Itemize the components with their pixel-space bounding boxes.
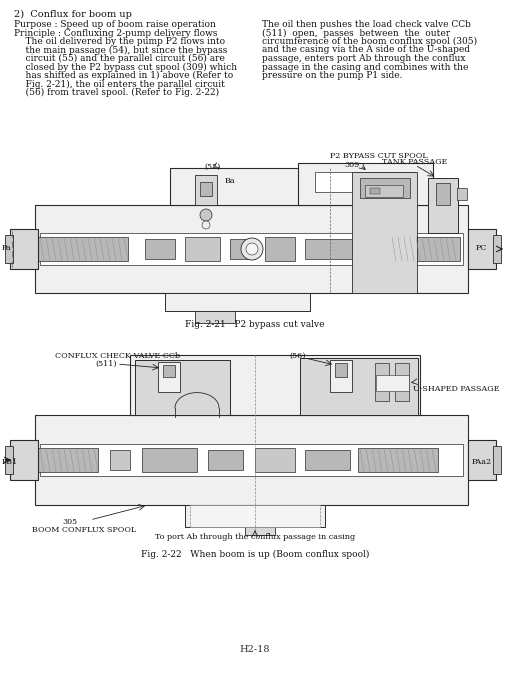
Bar	[38, 448, 98, 472]
Text: Principle : Confluxing 2-pump delivery flows: Principle : Confluxing 2-pump delivery f…	[14, 29, 217, 37]
Bar	[5, 446, 13, 474]
Circle shape	[200, 209, 212, 221]
Bar	[304, 239, 384, 259]
Text: and the casing via the A side of the U-shaped: and the casing via the A side of the U-s…	[262, 46, 469, 54]
Text: PB1: PB1	[2, 458, 18, 466]
Text: passage in the casing and combines with the: passage in the casing and combines with …	[262, 63, 467, 71]
Bar	[35, 205, 467, 293]
Bar	[185, 505, 324, 527]
Bar	[357, 448, 437, 472]
Bar	[315, 172, 414, 192]
Bar	[265, 237, 294, 261]
Bar	[329, 360, 351, 392]
Bar	[190, 505, 319, 527]
Bar	[145, 239, 175, 259]
Text: passage, enters port Ab through the conflux: passage, enters port Ab through the conf…	[262, 54, 465, 63]
Bar	[492, 446, 500, 474]
Text: Fig. 2-21), the oil enters the parallel circuit: Fig. 2-21), the oil enters the parallel …	[14, 80, 224, 88]
Text: To port Ab through the conflux passage in casing: To port Ab through the conflux passage i…	[155, 533, 354, 541]
Bar	[40, 444, 462, 476]
Bar	[35, 415, 467, 505]
Bar	[163, 365, 175, 377]
Bar	[374, 363, 388, 401]
Bar	[230, 239, 254, 259]
Bar	[254, 448, 294, 472]
Text: PC: PC	[475, 244, 487, 252]
Bar	[456, 188, 466, 200]
Bar	[165, 293, 309, 311]
Text: the main passage (54), but since the bypass: the main passage (54), but since the byp…	[14, 46, 227, 54]
Bar	[10, 440, 38, 480]
Bar	[351, 172, 416, 293]
Text: BOOM CONFLUX SPOOL: BOOM CONFLUX SPOOL	[32, 526, 136, 534]
Text: has shifted as explained in 1) above (Refer to: has shifted as explained in 1) above (Re…	[14, 71, 233, 80]
Text: H2-18: H2-18	[239, 645, 270, 654]
Text: Purpose : Speed up of boom raise operation: Purpose : Speed up of boom raise operati…	[14, 20, 215, 29]
Text: The oil delivered by the pump P2 flows into: The oil delivered by the pump P2 flows i…	[14, 37, 224, 46]
Bar	[130, 355, 419, 415]
Bar	[244, 527, 274, 535]
Bar	[389, 237, 459, 261]
Bar	[364, 185, 402, 197]
Text: PAa2: PAa2	[471, 458, 491, 466]
Circle shape	[202, 221, 210, 229]
Bar	[185, 237, 219, 261]
Bar	[158, 362, 180, 392]
Bar	[297, 163, 432, 205]
Bar	[38, 237, 128, 261]
Text: TANK PASSAGE: TANK PASSAGE	[381, 158, 446, 166]
Bar	[467, 440, 495, 480]
Text: P2 BYPASS CUT SPOOL: P2 BYPASS CUT SPOOL	[329, 152, 427, 160]
Text: Fig. 2-21   P2 bypass cut valve: Fig. 2-21 P2 bypass cut valve	[185, 320, 324, 329]
Bar	[304, 450, 349, 470]
Bar	[194, 311, 235, 323]
Bar	[40, 233, 462, 265]
Bar	[5, 235, 13, 263]
Text: Ba: Ba	[224, 177, 235, 185]
Bar	[135, 360, 230, 415]
Text: 2)  Conflux for boom up: 2) Conflux for boom up	[14, 10, 132, 19]
Bar	[299, 358, 417, 415]
Text: CONFLUX CHECK VALVE CCb: CONFLUX CHECK VALVE CCb	[55, 352, 180, 360]
Bar	[394, 363, 408, 401]
Text: The oil then pushes the load check valve CCb: The oil then pushes the load check valve…	[262, 20, 470, 29]
Text: Fig. 2-22   When boom is up (Boom conflux spool): Fig. 2-22 When boom is up (Boom conflux …	[140, 550, 369, 559]
Text: 309: 309	[344, 161, 359, 169]
Bar	[110, 450, 130, 470]
Text: circumference of the boom conflux spool (305): circumference of the boom conflux spool …	[262, 37, 476, 46]
Text: (56) from travel spool. (Refer to Fig. 2-22): (56) from travel spool. (Refer to Fig. 2…	[14, 88, 219, 97]
Text: 305: 305	[62, 518, 77, 526]
Bar	[369, 188, 379, 194]
Bar	[208, 450, 242, 470]
Bar	[169, 168, 299, 205]
Bar	[334, 363, 346, 377]
Text: U-SHAPED PASSAGE: U-SHAPED PASSAGE	[412, 385, 498, 393]
Text: (511): (511)	[95, 360, 117, 368]
Bar	[194, 175, 216, 205]
Text: Pa: Pa	[2, 244, 12, 252]
Text: (511)  open,  passes  between  the  outer: (511) open, passes between the outer	[262, 29, 449, 37]
Text: (56): (56)	[289, 352, 305, 360]
Bar	[200, 182, 212, 196]
Bar	[142, 448, 196, 472]
Bar	[359, 178, 409, 198]
Bar	[10, 229, 38, 269]
Circle shape	[241, 238, 263, 260]
Text: (55): (55)	[205, 163, 221, 171]
Bar	[427, 178, 457, 233]
Bar	[435, 183, 449, 205]
Bar	[375, 375, 408, 391]
Circle shape	[245, 243, 258, 255]
Bar	[492, 235, 500, 263]
Text: pressure on the pump P1 side.: pressure on the pump P1 side.	[262, 71, 402, 80]
Text: closed by the P2 bypass cut spool (309) which: closed by the P2 bypass cut spool (309) …	[14, 63, 237, 71]
Text: circuit (55) and the parallel circuit (56) are: circuit (55) and the parallel circuit (5…	[14, 54, 224, 63]
Bar	[467, 229, 495, 269]
